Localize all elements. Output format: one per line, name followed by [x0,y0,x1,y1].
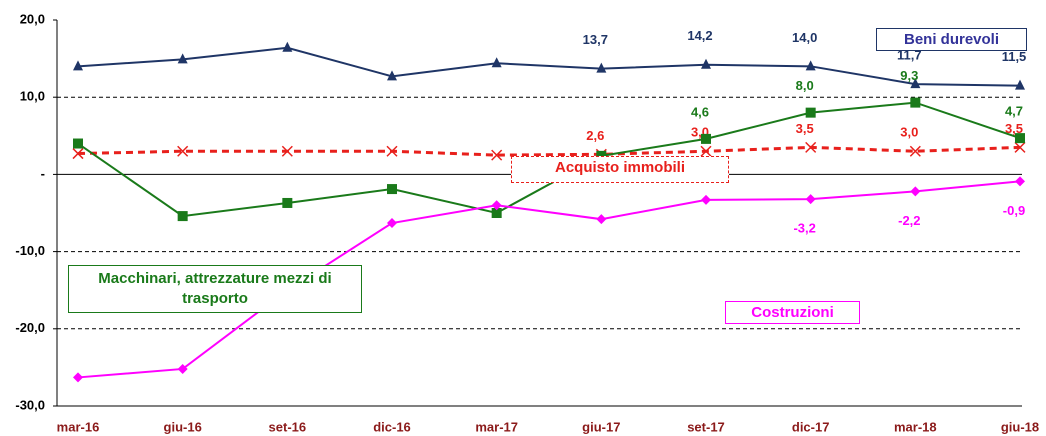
marker [805,141,817,153]
marker [701,133,711,144]
marker [491,200,502,211]
y-tick-label: - [41,166,45,181]
data-label: -2,2 [898,213,920,228]
marker [387,218,397,229]
marker [177,53,188,64]
marker [910,78,921,89]
data-label: 14,2 [687,28,712,43]
data-label: 3,5 [1005,121,1023,136]
data-label: 9,3 [900,68,918,83]
x-tick-label: giu-18 [1001,419,1039,434]
data-label: -3,2 [793,221,815,236]
marker [386,145,398,157]
y-tick-label: 20,0 [20,11,45,26]
x-tick-label: mar-16 [57,419,100,434]
marker [387,184,397,195]
marker [73,372,83,383]
series-line [77,46,1021,87]
marker [909,145,921,157]
marker [491,57,502,68]
x-tick-label: giu-17 [582,419,620,434]
marker [73,138,83,149]
y-tick-label: 10,0 [20,89,45,104]
marker [281,145,293,157]
marker [282,197,293,208]
x-tick-label: set-16 [269,419,307,434]
y-tick-label: -20,0 [15,320,45,335]
x-tick-label: set-17 [687,419,725,434]
legend-label: Macchinari, attrezzature mezzi di traspo… [68,265,362,313]
data-label: 14,0 [792,30,817,45]
legend-label: Beni durevoli [876,28,1027,51]
marker [700,145,712,157]
x-tick-label: mar-17 [475,419,518,434]
marker [596,62,607,73]
marker [177,145,189,157]
marker [491,149,503,161]
marker [491,208,502,218]
marker [1015,176,1025,187]
marker [910,97,921,108]
marker [805,60,816,71]
y-tick-label: -30,0 [15,397,45,412]
marker [805,194,816,205]
marker [701,194,711,205]
data-label: 8,0 [796,78,814,93]
marker [596,150,607,161]
x-tick-label: mar-18 [894,419,937,434]
marker [177,211,188,222]
marker [1015,133,1025,144]
marker [805,107,816,118]
x-tick-label: dic-17 [792,419,830,434]
data-label: 4,7 [1005,104,1023,119]
marker [1015,79,1025,90]
series-line [77,180,1021,379]
data-label: 11,7 [897,48,922,63]
data-label: 3,0 [900,125,918,140]
marker [596,214,607,225]
x-tick-label: giu-16 [164,419,202,434]
marker [1014,141,1026,153]
marker [910,186,921,197]
data-label: 3,5 [796,121,814,136]
data-label: 13,7 [583,32,608,47]
y-tick-label: -10,0 [15,243,45,258]
marker [72,148,84,160]
marker [282,41,293,52]
series-line [77,145,1021,157]
x-tick-label: dic-16 [373,419,411,434]
data-label: 4,6 [691,104,709,119]
legend-label: Costruzioni [725,301,860,324]
legend-label: Acquisto immobili [511,156,729,183]
data-label: 11,5 [1002,49,1027,64]
marker [387,70,397,81]
data-label: -0,9 [1003,203,1025,218]
marker [177,363,188,374]
marker [701,58,711,69]
data-label: 2,6 [586,128,604,143]
marker [73,60,83,71]
series-line [77,101,1021,218]
